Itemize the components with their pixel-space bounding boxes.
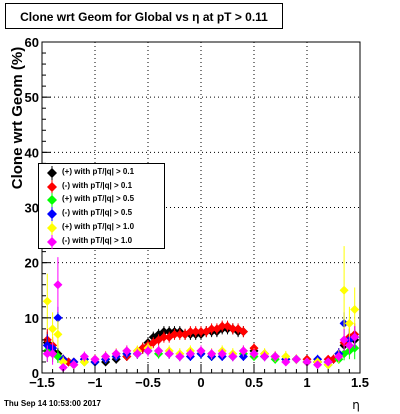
data-point: [217, 349, 227, 359]
x-tick-label: 0: [197, 375, 204, 390]
data-point: [58, 357, 68, 367]
legend-marker: [47, 220, 57, 235]
data-point: [48, 349, 58, 359]
y-tick-label: 60: [25, 35, 39, 50]
data-point: [175, 329, 185, 339]
data-point: [53, 280, 63, 290]
x-tick-label: −1: [88, 375, 103, 390]
data-point: [132, 349, 142, 359]
data-point: [217, 321, 227, 331]
data-point: [339, 285, 349, 295]
y-tick-label: 0: [32, 366, 39, 381]
data-point: [350, 305, 360, 315]
y-axis-label: Clone wrt Geom (%): [9, 47, 26, 190]
data-point: [42, 349, 52, 359]
data-point: [313, 360, 323, 370]
x-tick-label: 1: [303, 375, 310, 390]
data-point: [143, 346, 153, 356]
data-point: [164, 349, 174, 359]
x-tick-label: −0.5: [135, 375, 161, 390]
x-tick-label: 1.5: [351, 375, 369, 390]
data-point: [207, 324, 217, 334]
legend-entry: (-) with pT/|q| > 0.1: [41, 179, 164, 194]
data-point: [281, 351, 291, 361]
x-axis-label: η: [352, 398, 360, 412]
data-point: [249, 349, 259, 359]
y-tick-label: 20: [25, 256, 39, 271]
data-point: [191, 327, 201, 337]
data-point: [323, 357, 333, 367]
series-6: [42, 257, 360, 372]
data-point: [291, 354, 301, 364]
data-point: [53, 329, 63, 339]
legend-marker: [47, 166, 57, 180]
x-tick-label: −1.5: [29, 375, 55, 390]
data-point: [270, 351, 280, 361]
data-point: [170, 329, 179, 339]
legend-label: (+) with pT/|q| > 0.5: [62, 194, 135, 204]
data-point: [238, 346, 248, 356]
y-tick-label: 30: [25, 201, 39, 216]
legend-label: (-) with pT/|q| > 1.0: [62, 235, 133, 245]
y-tick-label: 50: [25, 90, 39, 105]
data-point: [334, 351, 344, 361]
data-point: [101, 351, 111, 361]
data-markers: [42, 246, 360, 372]
tick-labels: −1.5 −1 −0.5 0 0.5 1 1.5 0 10 20 30 40 50 60: [25, 35, 370, 390]
legend-entry: (-) with pT/|q| > 0.5: [41, 207, 164, 222]
data-point: [122, 346, 132, 356]
timestamp: Thu Sep 14 10:53:00 2017: [4, 399, 101, 408]
data-point: [339, 335, 349, 345]
legend-label: (+) with pT/|q| > 1.0: [62, 221, 135, 231]
data-point: [175, 351, 185, 361]
data-point: [260, 351, 270, 361]
legend-entry: (+) with pT/|q| > 0.5: [41, 193, 164, 208]
data-point: [196, 327, 206, 337]
data-point: [79, 351, 89, 361]
y-tick-label: 40: [25, 145, 39, 160]
data-point: [159, 332, 169, 342]
data-point: [344, 340, 354, 350]
legend-marker: [47, 207, 57, 222]
legend-marker: [47, 234, 57, 249]
data-point: [111, 349, 121, 359]
legend-label: (-) with pT/|q| > 0.5: [62, 208, 133, 218]
chart-title: Clone wrt Geom for Global vs η at pT > 0…: [5, 3, 283, 29]
legend-entry: (+) with pT/|q| > 1.0: [41, 220, 164, 235]
data-point: [207, 349, 217, 359]
data-point: [53, 313, 63, 323]
data-point: [154, 346, 164, 356]
legend-label: (-) with pT/|q| > 0.1: [62, 180, 133, 190]
data-point: [58, 362, 68, 372]
data-point: [350, 332, 360, 342]
legend-marker: [47, 179, 57, 194]
legend: (+) with pT/|q| > 0.1 (-) with pT/|q| > 0…: [38, 163, 165, 249]
data-point: [42, 296, 52, 306]
legend-entry: (+) with pT/|q| > 0.1: [41, 166, 164, 180]
data-point: [185, 327, 195, 337]
data-point: [79, 357, 89, 367]
data-point: [185, 349, 195, 359]
data-point: [48, 324, 58, 334]
x-tick-label: 0.5: [245, 375, 263, 390]
data-point: [238, 327, 248, 337]
data-point: [69, 360, 79, 370]
legend-entry: (-) with pT/|q| > 1.0: [41, 234, 164, 249]
data-point: [344, 318, 354, 328]
legend-marker: [47, 193, 57, 208]
data-point: [90, 354, 100, 364]
data-point: [281, 357, 291, 367]
y-tick-label: 10: [25, 311, 39, 326]
legend-label: (+) with pT/|q| > 0.1: [62, 167, 135, 176]
data-point: [228, 324, 238, 334]
data-point: [196, 346, 206, 356]
data-point: [302, 357, 312, 367]
data-point: [228, 351, 238, 361]
